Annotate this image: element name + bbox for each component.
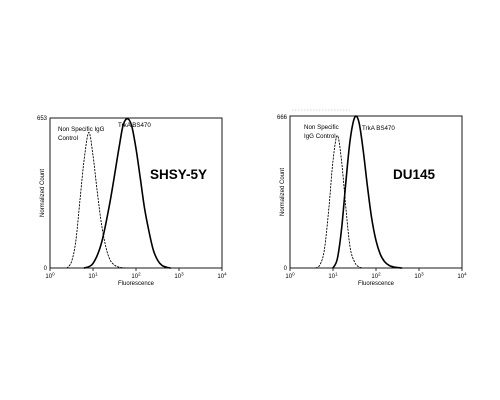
cell-line-label: DU145	[393, 167, 436, 182]
series-line-trka	[83, 117, 172, 269]
legend-label-trka: TrkA BS470	[362, 125, 395, 132]
y-tick-label-zero: 0	[284, 266, 288, 272]
legend-label-trka: TrkA BS470	[118, 122, 151, 129]
x-tick-labels: 100 101 102 103 104	[285, 272, 467, 281]
histogram-panel-du145: 100 101 102 103 104 666 0 Normalized Count F…	[277, 109, 467, 287]
legend-label-igg-control-line1: Non Specific IgG	[58, 126, 105, 133]
x-tick-label: 101	[328, 272, 338, 281]
y-tick-label-top: 666	[277, 115, 288, 121]
x-tick-label: 102	[131, 272, 141, 281]
x-axis-ticks	[49, 268, 223, 271]
series-line-igg-control	[66, 132, 128, 269]
x-tick-label: 100	[45, 272, 55, 281]
x-tick-label: 104	[217, 272, 227, 281]
cell-line-label: SHSY-5Y	[150, 167, 207, 182]
x-tick-label: 100	[285, 272, 295, 281]
legend-label-igg-control-line2: IgG Control	[304, 133, 336, 140]
x-tick-label: 104	[457, 272, 467, 281]
series-lines	[66, 117, 172, 269]
y-axis-title: Normalized Count	[40, 169, 46, 217]
series-line-igg-control	[315, 135, 364, 269]
legend-label-igg-control-line2: Control	[58, 135, 78, 142]
y-tick-label-zero: 0	[44, 266, 48, 272]
x-tick-label: 103	[174, 272, 184, 281]
x-axis-title: Fluorescence	[118, 281, 155, 287]
legend-label-igg-control-line1: Non Specific	[304, 124, 339, 131]
x-tick-label: 103	[414, 272, 424, 281]
histogram-panel-shsy5y: 100 101 102 103 104 653 0 Normalized Count F…	[37, 116, 227, 287]
x-tick-labels: 100 101 102 103 104	[45, 272, 227, 281]
x-tick-label: 102	[371, 272, 381, 281]
y-tick-label-top: 653	[37, 116, 48, 122]
series-lines	[315, 115, 403, 269]
series-line-trka	[332, 115, 403, 269]
x-axis-title: Fluorescence	[358, 281, 395, 287]
x-tick-label: 101	[88, 272, 98, 281]
y-axis-title: Normalized Count	[280, 168, 286, 216]
